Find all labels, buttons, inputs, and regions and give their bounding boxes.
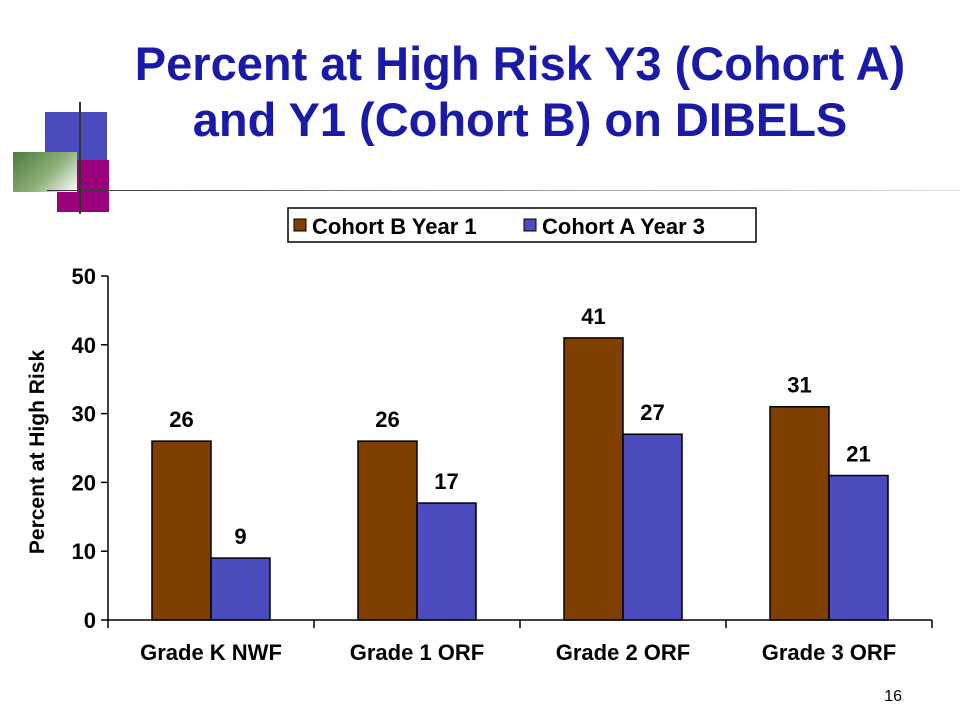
y-tick-label: 10 (72, 539, 96, 564)
bar-cohort-a (828, 474, 889, 621)
data-label: 21 (846, 442, 870, 467)
bar-cohort-b (357, 440, 418, 621)
legend-box (287, 207, 757, 243)
legend-label: Cohort B Year 1 (312, 214, 477, 239)
bar-cohort-b (151, 440, 212, 621)
y-tick-label: 0 (84, 608, 96, 633)
bar-cohort-b (769, 405, 830, 621)
y-tick-label: 50 (72, 264, 96, 289)
title-underline (47, 190, 960, 191)
bar-cohort-b (563, 337, 624, 621)
x-tick-label: Grade 2 ORF (556, 640, 690, 665)
x-tick-label: Grade K NWF (140, 640, 282, 665)
decorative-vertical-line (79, 102, 81, 214)
y-tick-label: 40 (72, 333, 96, 358)
bar-cohort-a (622, 433, 683, 621)
x-tick-label: Grade 1 ORF (350, 640, 484, 665)
bar-cohort-a (210, 557, 271, 621)
data-label: 31 (787, 373, 811, 398)
x-tick-label: Grade 3 ORF (762, 640, 896, 665)
data-label: 26 (169, 407, 193, 432)
y-tick-label: 30 (72, 402, 96, 427)
page-number: 16 (884, 688, 902, 705)
data-label: 26 (375, 407, 399, 432)
bar-cohort-a (416, 502, 477, 621)
legend-swatch-cohort-b (293, 218, 307, 232)
legend-swatch-cohort-a (523, 218, 537, 232)
data-label: 17 (434, 469, 458, 494)
y-tick-label: 20 (72, 470, 96, 495)
slide-title: Percent at High Risk Y3 (Cohort A) and Y… (134, 37, 906, 146)
data-label: 9 (234, 524, 246, 549)
legend-label: Cohort A Year 3 (542, 214, 705, 239)
y-axis-title: Percent at High Risk (26, 350, 49, 555)
data-label: 41 (581, 304, 605, 329)
decorative-green-square (13, 152, 77, 192)
data-label: 27 (640, 400, 664, 425)
